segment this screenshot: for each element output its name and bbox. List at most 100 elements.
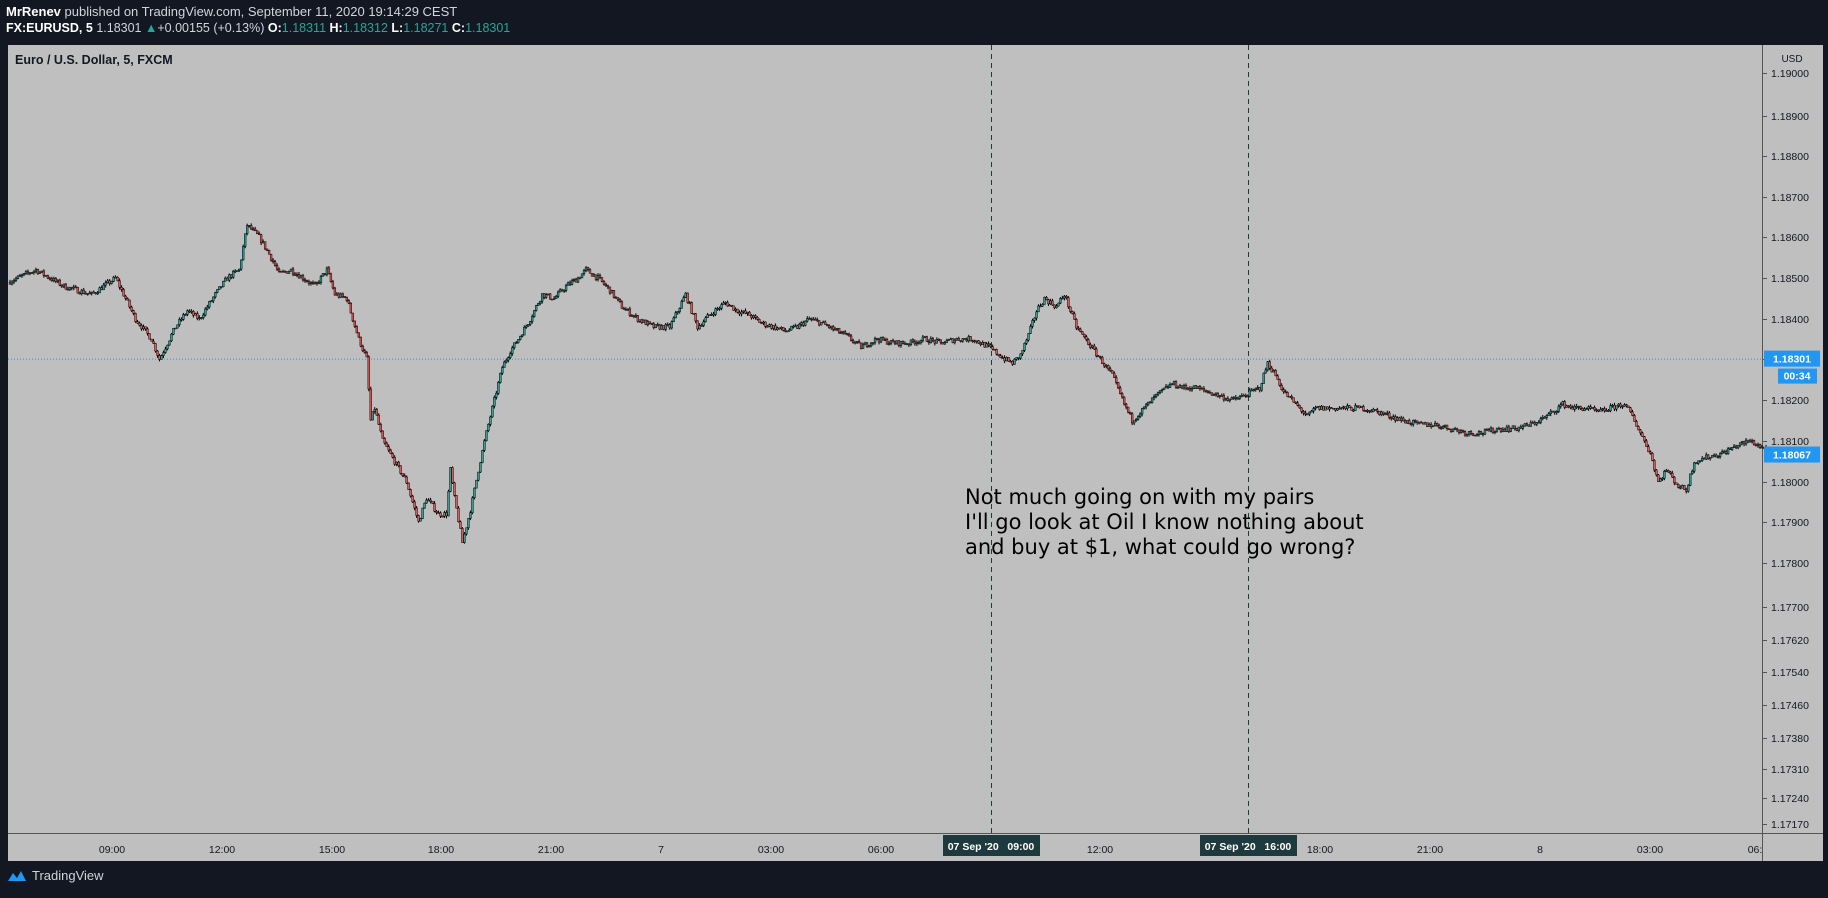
secondary-price-tag: 1.18067 [1764,446,1820,463]
candle-body [16,275,20,279]
candle-body [18,275,22,277]
candle-body [586,267,590,270]
candle-body [1527,424,1530,427]
footer[interactable]: TradingView [6,868,104,883]
candle-body [1748,440,1752,443]
candle-body [652,323,655,329]
candle-body [293,273,297,276]
candle-body [487,424,490,431]
x-tick-label: 12:00 [209,844,235,856]
candle-body [269,253,273,261]
candle-body [1103,363,1106,367]
candle-body [100,287,103,291]
candle-body [58,279,61,286]
candle-body [558,289,562,293]
candle-body [1260,383,1263,391]
candle-body [545,294,548,298]
candle-body [855,341,859,343]
candle-body [40,270,44,273]
annotation-text[interactable]: Not much going on with my pairs I'll go … [965,485,1364,559]
candle-body [1115,377,1118,383]
candle-body [1097,355,1100,358]
candle-body [784,330,787,332]
candle-body [1091,345,1094,348]
candle-body [212,296,215,302]
candle-body [92,291,95,294]
candle-body [1003,357,1006,362]
brand-label: TradingView [32,868,104,883]
plot-area[interactable] [8,45,1762,833]
candle-body [122,289,125,297]
candle-body [556,291,560,297]
candle-body [321,273,325,277]
time-axis[interactable] [8,834,1823,861]
candle-body [726,302,729,307]
candle-body [985,343,988,348]
candle-body [1459,430,1463,433]
candle-body [857,341,861,344]
candle-body [32,270,36,273]
candle-body [1591,407,1594,409]
candle-body [818,320,821,326]
candle-body [1657,474,1660,482]
candle-body [1348,405,1351,408]
candle-body [881,336,885,341]
candle-body [770,324,773,329]
candle-body [1701,457,1704,461]
candle-body [953,339,956,343]
candle-body [170,333,173,342]
candle-body [1300,407,1303,412]
candle-body [780,327,783,329]
candle-body [1226,398,1229,401]
candle-body [158,355,161,360]
candle-body [188,310,191,313]
candle-body [393,457,396,465]
candle-body [14,278,18,281]
open-value: 1.18311 [281,21,327,35]
candle-body [672,317,675,322]
candle-body [142,326,145,330]
y-tick-label: 1.17900 [1771,517,1809,529]
candle-body [152,340,155,344]
candle-body [1493,430,1497,433]
candle-body [1160,389,1164,391]
candle-body [196,313,199,319]
candle-body [847,334,851,337]
candle-body [1206,390,1210,393]
candle-body [1186,387,1190,390]
candle-body [917,341,921,344]
candle-body [1248,389,1251,397]
candle-body [497,382,500,394]
candle-body [535,305,538,311]
candle-body [1543,417,1546,419]
candle-body [1623,404,1626,407]
candle-body [560,289,564,292]
candle-body [463,533,466,543]
candle-body [1057,302,1060,307]
candle-body [1481,433,1485,435]
candle-body [1142,406,1146,409]
candle-body [640,319,643,323]
candle-body [1422,422,1425,425]
candle-body [957,338,960,341]
candle-body [830,325,833,328]
candle-body [1736,445,1740,449]
x-tick-label: 06: [1748,844,1763,856]
candle-body [877,339,881,343]
candle-body [333,287,337,296]
candle-body [1384,413,1387,416]
candle-body [1587,406,1590,410]
candle-body [662,325,665,330]
candle-body [252,228,255,231]
candle-body [1334,407,1337,411]
candle-body [1441,426,1445,429]
publisher-name[interactable]: MrRenev [6,4,61,19]
candle-body [413,501,416,509]
candle-body [1744,439,1748,445]
annotation-line-1: Not much going on with my pairs [965,485,1314,509]
y-tick-label: 1.17620 [1771,635,1809,647]
candle-body [698,325,701,330]
candle-body [150,338,153,342]
candle-body [1312,408,1315,412]
